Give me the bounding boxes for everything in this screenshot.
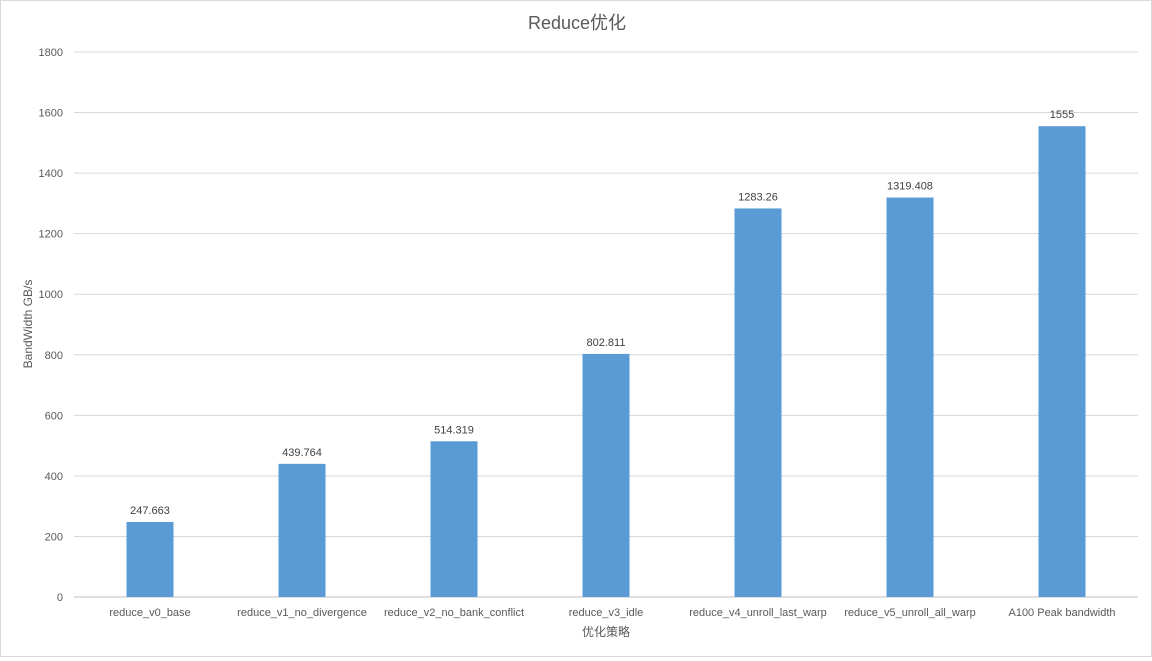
data-label: 247.663 — [130, 505, 170, 517]
data-label: 514.319 — [434, 424, 474, 436]
y-tick-label: 1200 — [39, 229, 63, 241]
y-axis-ticks: 0 200 400 600 800 1000 1200 1400 1600 1800 — [39, 47, 63, 604]
bar — [430, 441, 478, 597]
y-tick-label: 800 — [45, 350, 63, 362]
y-tick-label: 0 — [57, 592, 63, 604]
x-category-label: reduce_v5_unroll_all_warp — [844, 607, 975, 619]
y-tick-label: 400 — [45, 471, 63, 483]
data-label: 1283.26 — [738, 191, 778, 203]
y-axis-title: BandWidth GB/s — [21, 280, 35, 369]
y-tick-label: 1000 — [39, 289, 63, 301]
data-label: 1319.408 — [887, 181, 933, 193]
y-tick-label: 200 — [45, 531, 63, 543]
bars — [126, 126, 1086, 598]
y-tick-label: 1600 — [39, 108, 63, 120]
y-tick-label: 1400 — [39, 168, 63, 180]
x-category-label: A100 Peak bandwidth — [1008, 607, 1115, 619]
y-tick-label: 600 — [45, 410, 63, 422]
x-category-label: reduce_v4_unroll_last_warp — [689, 607, 827, 619]
x-category-label: reduce_v0_base — [109, 607, 190, 619]
data-label: 1555 — [1050, 109, 1074, 121]
data-label: 802.811 — [587, 337, 626, 349]
x-category-label: reduce_v3_idle — [569, 607, 644, 619]
chart-title: Reduce优化 — [528, 13, 626, 33]
data-labels: 247.663 439.764 514.319 802.811 1283.26 1319.… — [130, 109, 1074, 517]
bar — [734, 208, 782, 597]
x-axis-title: 优化策略 — [582, 624, 630, 639]
x-axis-categories: reduce_v0_base reduce_v1_no_divergence red… — [109, 607, 1115, 619]
bar — [582, 353, 630, 597]
data-label: 439.764 — [282, 447, 322, 459]
bar — [886, 197, 934, 597]
x-category-label: reduce_v2_no_bank_conflict — [384, 607, 524, 619]
bar — [278, 463, 326, 597]
y-tick-label: 1800 — [39, 47, 63, 59]
bar — [126, 522, 174, 597]
x-category-label: reduce_v1_no_divergence — [237, 607, 367, 619]
bar — [1038, 126, 1086, 598]
